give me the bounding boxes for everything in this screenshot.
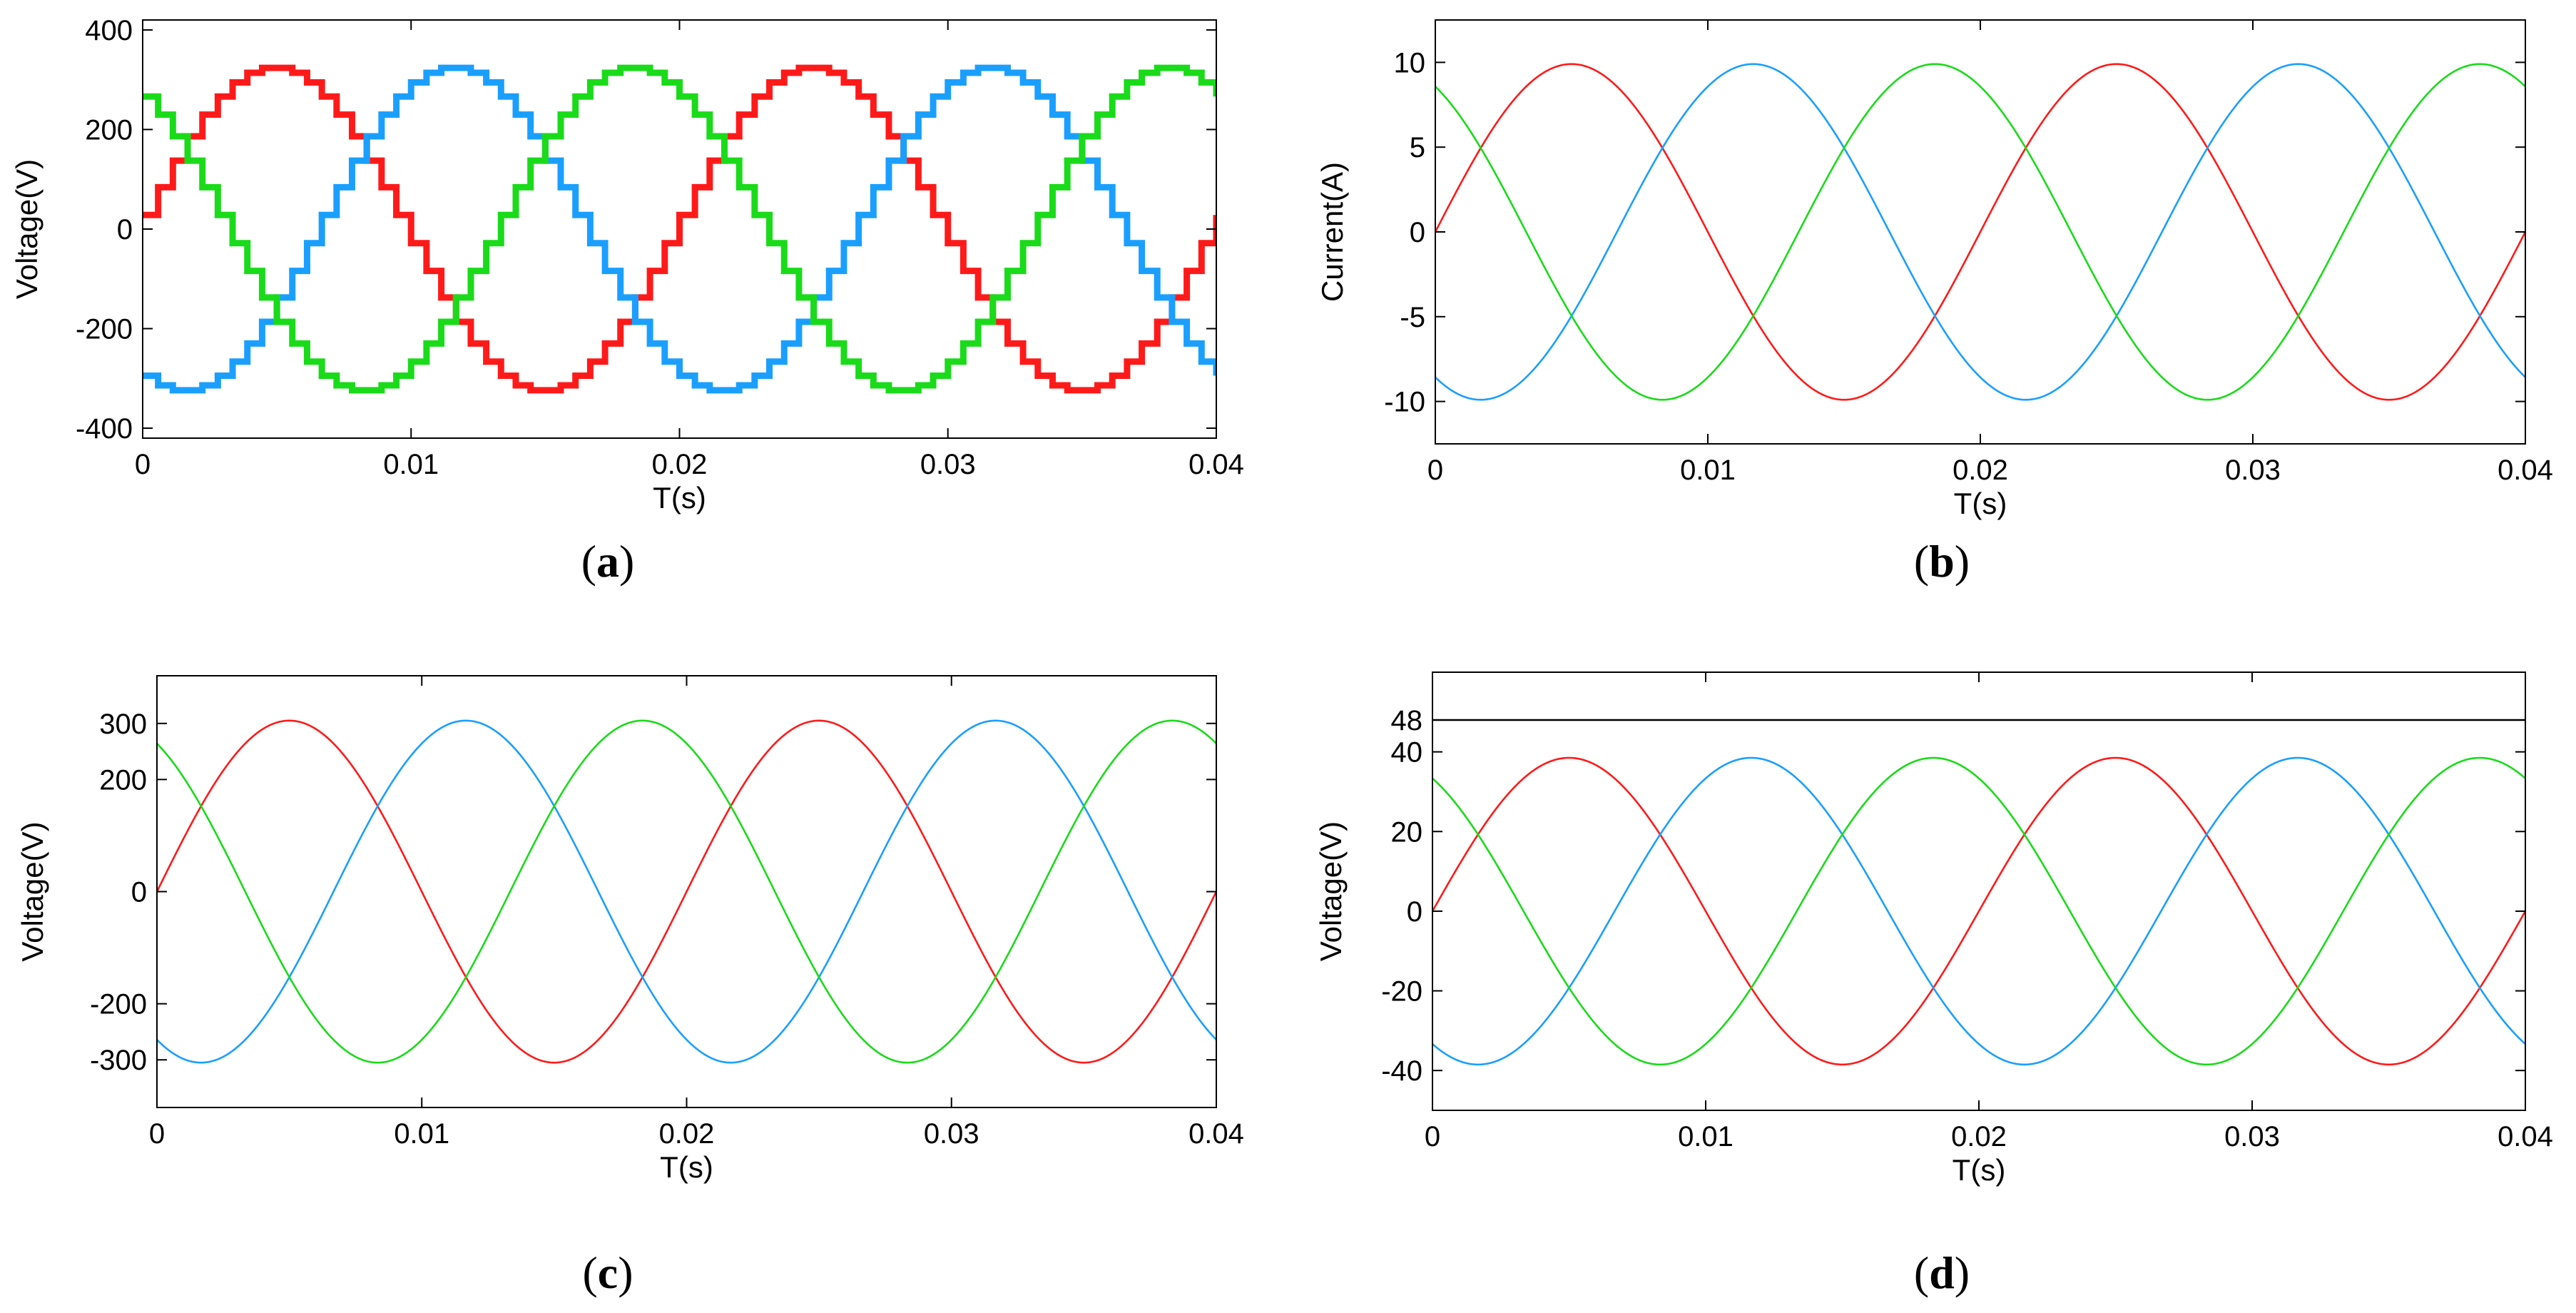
- x-axis-label: T(s): [1953, 1153, 2006, 1187]
- series-phase-a: [157, 719, 1216, 1064]
- y-tick-label: -5: [1400, 302, 1425, 333]
- x-tick-label: 0.02: [1951, 1121, 2007, 1152]
- plot-area: [143, 64, 1216, 394]
- plot-area: [157, 719, 1216, 1064]
- series-phase-c: [143, 64, 1216, 394]
- panel-caption: (b): [1914, 536, 1970, 587]
- x-tick-label: 0.02: [652, 449, 708, 480]
- series-phase-a: [1432, 756, 2525, 1066]
- x-tick-label: 0.02: [659, 1118, 715, 1150]
- x-tick-label: 0.03: [2224, 1121, 2280, 1152]
- y-axis-label: Voltage(V): [10, 159, 44, 299]
- chart-panel-b: 0 0.01 0.02 0.03 0.04 10 5 0 -5 -10 T(s) Current(A)…: [1315, 19, 2553, 587]
- y-tick-label: 200: [99, 764, 147, 796]
- x-tick-label: 0: [1425, 1121, 1440, 1152]
- y-tick-label: -20: [1381, 976, 1422, 1008]
- x-tick-label: 0.03: [2225, 455, 2281, 486]
- y-tick-label: 0: [131, 877, 147, 908]
- series-phase-b: [157, 719, 1216, 1064]
- y-tick-label: 0: [1410, 217, 1425, 248]
- x-tick-label: 0: [1427, 455, 1443, 486]
- series-phase-c: [1432, 756, 2525, 1066]
- x-tick-label: 0.01: [394, 1118, 449, 1150]
- y-tick-label: -10: [1384, 387, 1425, 418]
- y-tick-label: -300: [90, 1045, 147, 1076]
- panel-caption: (a): [581, 536, 635, 587]
- y-axis-label: Voltage(V): [16, 821, 49, 961]
- y-tick-label: 0: [1407, 896, 1422, 928]
- x-axis-label: T(s): [653, 481, 706, 514]
- x-tick-label: 0.01: [1680, 455, 1736, 486]
- series-phase-c: [157, 719, 1216, 1064]
- y-tick-label: 200: [85, 114, 133, 146]
- series-phase-b: [1432, 756, 2525, 1066]
- y-tick-label: 48: [1391, 705, 1423, 736]
- series-phase-b: [1435, 63, 2525, 401]
- x-tick-label: 0.01: [1678, 1121, 1734, 1152]
- series-phase-a: [143, 64, 1216, 394]
- x-tick-label: 0: [135, 449, 151, 480]
- series-phase-c: [1435, 63, 2525, 401]
- x-axis-label: T(s): [660, 1150, 713, 1184]
- y-tick-label: 10: [1394, 47, 1426, 78]
- y-tick-label: 40: [1391, 737, 1423, 769]
- y-tick-label: 400: [85, 15, 133, 46]
- x-tick-label: 0.03: [920, 449, 976, 480]
- plot-area: [1435, 63, 2525, 401]
- y-tick-label: -400: [76, 413, 133, 445]
- y-tick-label: -200: [90, 989, 147, 1020]
- chart-panel-c: 0 0.01 0.02 0.03 0.04 300 200 0 -200 -300 T(s) Volt…: [16, 675, 1244, 1298]
- plot-area: [1432, 756, 2525, 1066]
- y-tick-label: 300: [99, 709, 147, 740]
- panel-caption: (c): [582, 1247, 633, 1298]
- y-axis-label: Voltage(V): [1314, 821, 1348, 961]
- x-tick-label: 0.04: [2498, 455, 2553, 486]
- y-tick-label: -40: [1381, 1055, 1422, 1087]
- y-tick-label: 5: [1410, 132, 1425, 163]
- y-tick-label: 20: [1391, 816, 1423, 848]
- y-tick-label: -200: [76, 314, 133, 345]
- chart-panel-a: 0 0.01 0.02 0.03 0.04 400 200 0 -200 -400 T(s) Volt…: [10, 15, 1244, 587]
- y-axis-label: Current(A): [1315, 162, 1349, 302]
- x-tick-label: 0.02: [1953, 455, 2008, 486]
- x-tick-label: 0.04: [2498, 1121, 2553, 1152]
- series-phase-a: [1435, 63, 2525, 401]
- x-tick-label: 0: [149, 1118, 165, 1150]
- x-tick-label: 0.01: [383, 449, 439, 480]
- y-tick-label: 0: [117, 214, 133, 245]
- series-phase-b: [143, 64, 1216, 394]
- x-tick-label: 0.04: [1188, 449, 1244, 480]
- x-tick-label: 0.03: [924, 1118, 979, 1150]
- x-axis-label: T(s): [1954, 487, 2007, 520]
- x-tick-label: 0.04: [1188, 1118, 1244, 1150]
- panel-caption: (d): [1914, 1247, 1970, 1298]
